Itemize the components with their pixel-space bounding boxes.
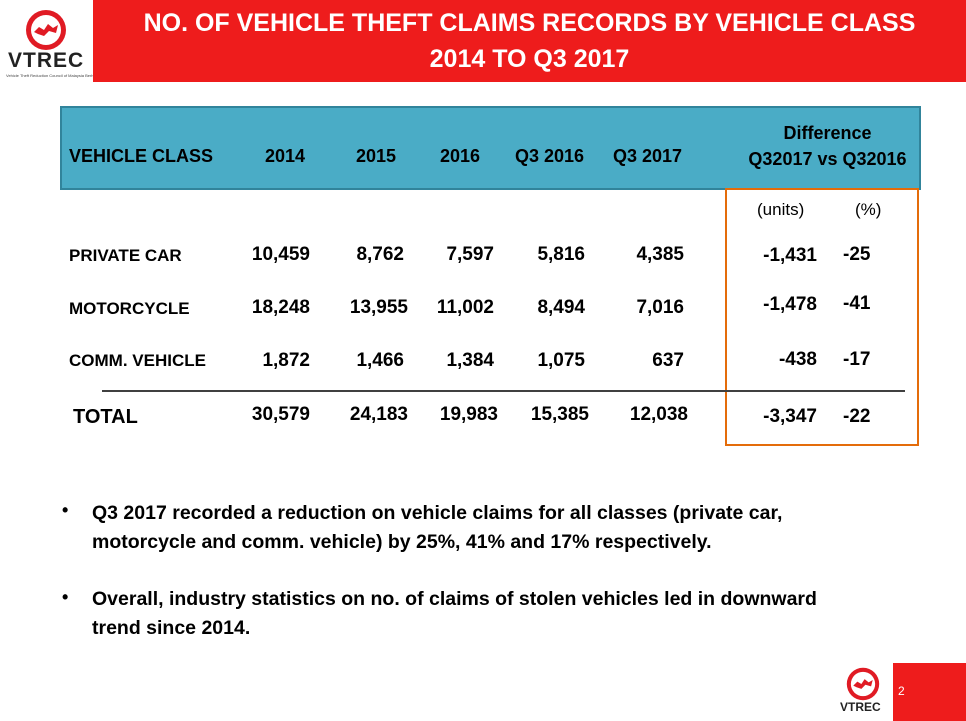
header-q3-2017: Q3 2017 — [613, 146, 683, 166]
cell-2016: 1,384 — [446, 350, 494, 371]
cell-2016: 11,002 — [436, 297, 494, 318]
logo-wordmark: VTREC — [8, 49, 85, 72]
cell-2014: 18,248 — [251, 297, 310, 318]
cell-q3-2017: 7,016 — [636, 297, 684, 318]
row-label: MOTORCYCLE — [69, 299, 190, 318]
cell-2016: 7,597 — [446, 244, 494, 265]
row-label: COMM. VEHICLE — [69, 351, 206, 370]
vtrec-emblem-icon — [26, 10, 66, 50]
total-2015: 24,183 — [349, 404, 408, 425]
footer-red-block: 2 — [893, 663, 966, 721]
footer-logo: VTREC — [838, 667, 890, 719]
cell-q3-2017: 637 — [652, 350, 684, 371]
bullet-line: trend since 2014. — [92, 617, 251, 639]
cell-2015: 1,466 — [356, 350, 404, 371]
total-2014: 30,579 — [251, 404, 310, 425]
title-bar: NO. OF VEHICLE THEFT CLAIMS RECORDS BY V… — [93, 0, 966, 82]
subheader-percent: (%) — [855, 200, 882, 219]
cell-diff-percent: -17 — [843, 349, 871, 370]
cell-2014: 10,459 — [251, 244, 310, 265]
header-difference: Difference — [783, 123, 872, 143]
header-2016: 2016 — [440, 146, 481, 166]
total-label: TOTAL — [73, 406, 138, 428]
bullet-marker: • — [62, 500, 69, 520]
header-vehicle-class: VEHICLE CLASS — [69, 146, 214, 166]
cell-2015: 8,762 — [356, 244, 404, 265]
cell-q3-2016: 8,494 — [537, 297, 585, 318]
cell-2015: 13,955 — [349, 297, 408, 318]
difference-highlight-box — [725, 188, 919, 446]
vtrec-logo: VTREC Vehicle Theft Reduction Council of… — [0, 0, 98, 82]
footer-logo-wordmark: VTREC — [840, 700, 881, 714]
header-difference-period: Q32017 vs Q32016 — [748, 149, 907, 169]
bullet-marker: • — [62, 587, 69, 607]
cell-diff-units: -1,478 — [763, 294, 817, 315]
cell-diff-percent: -41 — [843, 293, 871, 314]
cell-q3-2017: 4,385 — [636, 244, 684, 265]
vtrec-emblem-icon — [846, 667, 880, 701]
cell-diff-percent: -25 — [843, 244, 871, 265]
header-q3-2016: Q3 2016 — [515, 146, 585, 166]
header-2015: 2015 — [356, 146, 397, 166]
cell-diff-units: -438 — [778, 349, 817, 370]
bullet-line: motorcycle and comm. vehicle) by 25%, 41… — [92, 531, 712, 553]
row-label: PRIVATE CAR — [69, 246, 182, 265]
header-2014: 2014 — [265, 146, 306, 166]
cell-q3-2016: 1,075 — [537, 350, 585, 371]
page-title-line2: 2014 TO Q3 2017 — [429, 45, 630, 73]
total-diff-units: -3,347 — [763, 406, 817, 427]
cell-diff-units: -1,431 — [763, 245, 817, 266]
page-number: 2 — [898, 684, 905, 698]
total-separator — [102, 390, 905, 392]
table-header — [60, 106, 921, 190]
subheader-units: (units) — [757, 200, 805, 219]
total-q3-2017: 12,038 — [629, 404, 688, 425]
cell-2014: 1,872 — [262, 350, 310, 371]
total-diff-percent: -22 — [843, 406, 871, 427]
bullet-line: Q3 2017 recorded a reduction on vehicle … — [92, 502, 783, 524]
page-title-line1: NO. OF VEHICLE THEFT CLAIMS RECORDS BY V… — [143, 9, 916, 37]
bullet-line: Overall, industry statistics on no. of c… — [92, 588, 817, 610]
cell-q3-2016: 5,816 — [537, 244, 585, 265]
logo-tagline: Vehicle Theft Reduction Council of Malay… — [6, 73, 98, 78]
total-2016: 19,983 — [439, 404, 498, 425]
total-q3-2016: 15,385 — [530, 404, 589, 425]
